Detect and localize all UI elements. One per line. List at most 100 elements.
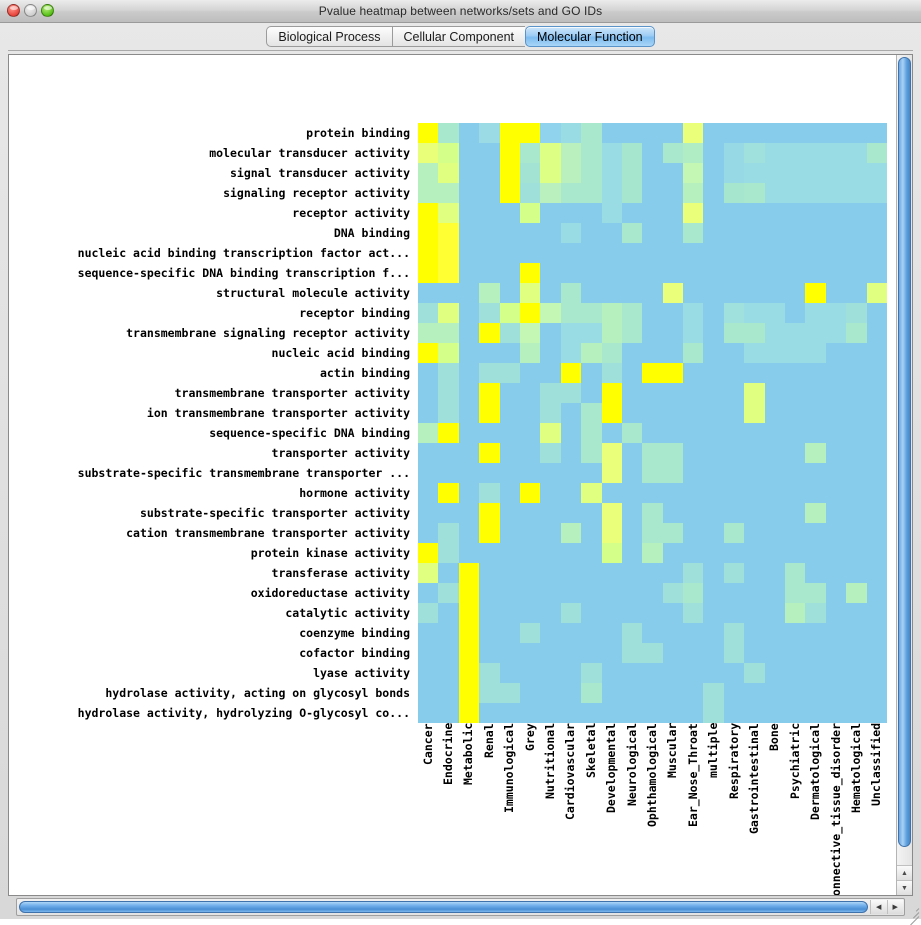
heatmap-cell	[866, 363, 887, 383]
heatmap-cell	[540, 563, 561, 583]
heatmap-cell	[805, 603, 826, 623]
heatmap-cell	[540, 243, 561, 263]
minimize-button[interactable]	[24, 4, 37, 17]
heatmap-cell	[581, 643, 602, 663]
heatmap-cell	[662, 463, 684, 483]
close-button[interactable]	[7, 4, 20, 17]
heatmap-cell	[540, 523, 561, 543]
heatmap-cell	[703, 403, 724, 423]
heatmap-cell	[785, 523, 806, 543]
heatmap-cell	[846, 163, 867, 183]
column-label: Skeletal	[583, 723, 598, 779]
heatmap-cell	[479, 343, 500, 363]
zoom-button[interactable]	[41, 4, 54, 17]
heatmap-cell	[581, 463, 602, 483]
heatmap-cell	[458, 683, 480, 703]
heatmap-cell	[418, 163, 439, 183]
heatmap-cell	[499, 643, 520, 663]
heatmap-cell	[744, 223, 765, 243]
scroll-up-icon[interactable]: ▲	[897, 865, 912, 880]
heatmap-cell	[662, 283, 684, 303]
heatmap-cell	[601, 183, 622, 203]
row-label: receptor activity	[292, 206, 410, 220]
heatmap-cell	[540, 583, 561, 603]
horizontal-scrollbar[interactable]: ◀ ▶	[16, 898, 905, 916]
heatmap-cell	[581, 243, 602, 263]
column-label: Ophthamological	[645, 723, 659, 827]
heatmap-cell	[479, 283, 500, 303]
heatmap-cell	[642, 383, 663, 403]
heatmap-cell	[540, 263, 561, 283]
heatmap-cell	[621, 703, 643, 723]
heatmap-cell	[805, 503, 826, 523]
column-label: Cardiovascular	[563, 723, 578, 820]
heatmap-cell	[458, 303, 480, 323]
heatmap-cell	[458, 623, 480, 643]
heatmap-cell	[581, 163, 602, 183]
heatmap-cell	[723, 363, 745, 383]
heatmap-cell	[866, 543, 887, 563]
heatmap-cell	[662, 303, 684, 323]
column-label: Grey	[522, 723, 537, 751]
heatmap-cell	[499, 623, 520, 643]
heatmap-cell	[846, 543, 867, 563]
heatmap-cell	[846, 583, 867, 603]
heatmap-cell	[560, 243, 582, 263]
heatmap-cell	[519, 583, 541, 603]
tab-biological-process[interactable]: Biological Process	[266, 26, 392, 47]
heatmap-cell	[683, 403, 704, 423]
heatmap-cell	[540, 643, 561, 663]
heatmap-cell	[540, 343, 561, 363]
row-label: signal transducer activity	[229, 166, 410, 180]
heatmap-cell	[866, 443, 887, 463]
heatmap-cell	[601, 583, 622, 603]
heatmap-cell	[744, 283, 765, 303]
heatmap-cell	[540, 283, 561, 303]
heatmap-cell	[418, 223, 439, 243]
row-label: DNA binding	[333, 226, 410, 240]
scroll-right-icon[interactable]: ▶	[886, 900, 903, 914]
heatmap-cell	[581, 483, 602, 503]
heatmap-cell	[846, 123, 867, 143]
scroll-down-icon[interactable]: ▼	[897, 880, 912, 895]
heatmap-cell	[438, 163, 459, 183]
heatmap-cell	[418, 543, 439, 563]
heatmap-cell	[499, 383, 520, 403]
heatmap-cell	[866, 563, 887, 583]
heatmap-cell	[785, 543, 806, 563]
heatmap-cell	[519, 603, 541, 623]
heatmap-cell	[866, 703, 887, 723]
heatmap-cell	[642, 363, 663, 383]
heatmap-cell	[723, 343, 745, 363]
tab-cellular-component[interactable]: Cellular Component	[391, 26, 525, 47]
scroll-left-icon[interactable]: ◀	[870, 900, 887, 914]
heatmap-cell	[866, 423, 887, 443]
heatmap-cell	[805, 703, 826, 723]
heatmap-cell	[662, 143, 684, 163]
heatmap-cell	[866, 643, 887, 663]
vertical-scrollbar[interactable]: ▲ ▼	[896, 55, 912, 895]
heatmap-cell	[825, 423, 847, 443]
heatmap-cell	[499, 443, 520, 463]
horizontal-scroll-thumb[interactable]	[19, 901, 868, 913]
heatmap-cell	[418, 323, 439, 343]
heatmap-cell	[683, 163, 704, 183]
heatmap-cell	[560, 583, 582, 603]
tab-molecular-function[interactable]: Molecular Function	[525, 26, 655, 47]
heatmap-cell	[560, 283, 582, 303]
row-label: protein kinase activity	[250, 546, 410, 560]
heatmap-cell	[785, 583, 806, 603]
heatmap-cell	[805, 263, 826, 283]
heatmap-cell	[866, 503, 887, 523]
row-label: nucleic acid binding transcription facto…	[77, 246, 410, 260]
heatmap-cell	[438, 563, 459, 583]
heatmap-cell	[519, 183, 541, 203]
heatmap-cell	[499, 683, 520, 703]
heatmap-cell	[499, 183, 520, 203]
heatmap-cell	[703, 603, 724, 623]
row-label-axis: protein binding molecular transducer acti…	[9, 123, 417, 723]
heatmap-cell	[825, 583, 847, 603]
vertical-scroll-thumb[interactable]	[898, 57, 911, 847]
heatmap-cell	[418, 183, 439, 203]
heatmap-cell	[560, 443, 582, 463]
